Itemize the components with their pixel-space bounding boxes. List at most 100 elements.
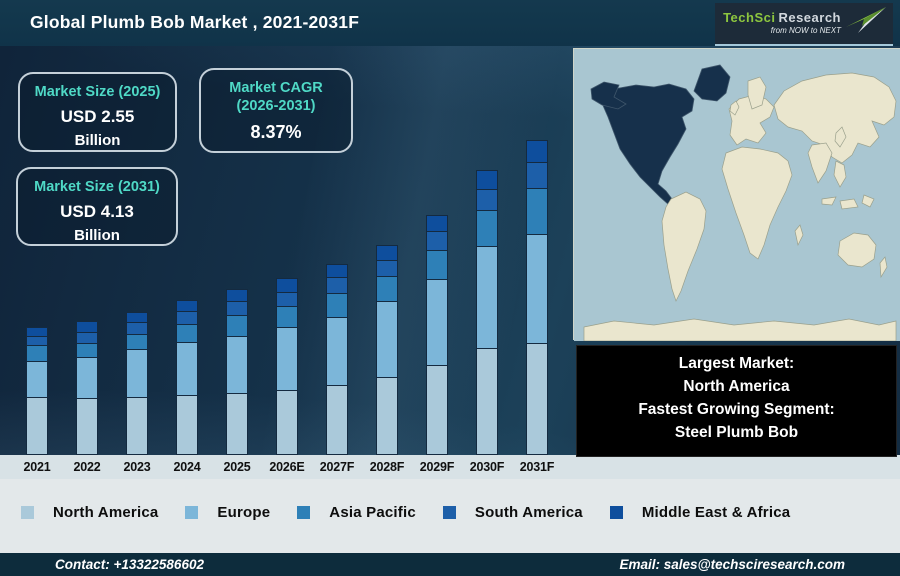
bar-2030F xyxy=(476,170,498,455)
bar-segment xyxy=(76,357,98,399)
bar-segment xyxy=(226,336,248,394)
legend-label: South America xyxy=(474,503,583,521)
logo-text: TechSci Research from NOW to NEXT xyxy=(723,10,841,35)
world-map-panel xyxy=(573,48,900,341)
legend-label: Middle East & Africa xyxy=(641,503,791,521)
x-axis-label: 2021 xyxy=(23,460,51,474)
legend-item: Asia Pacific xyxy=(297,504,416,521)
bar-segment xyxy=(376,301,398,378)
legend-swatch xyxy=(185,505,199,519)
legend-swatch xyxy=(442,505,456,519)
x-axis-label: 2031F xyxy=(519,460,555,474)
market-size-2031-unit: Billion xyxy=(74,227,120,244)
bar-segment xyxy=(376,276,398,302)
market-cagr-value: 8.37% xyxy=(250,122,302,142)
bar-segment xyxy=(426,231,448,251)
bar-2028F xyxy=(376,245,398,455)
region-alaska xyxy=(590,81,627,110)
bar-2021 xyxy=(26,327,48,455)
bar-2023 xyxy=(126,312,148,455)
x-axis-strip xyxy=(0,455,900,479)
region-japan xyxy=(834,126,847,148)
bar-segment xyxy=(176,342,198,396)
bar-segment xyxy=(226,315,248,337)
bar-segment xyxy=(476,348,498,455)
logo-tagline: from NOW to NEXT xyxy=(770,26,841,35)
bar-2027F xyxy=(326,264,348,455)
region-africa xyxy=(721,146,793,260)
market-size-2025-value: USD 2.55 xyxy=(60,107,135,126)
contact-email: Email: sales@techsciresearch.com xyxy=(619,557,845,572)
market-callout-box: Largest Market: North America Fastest Gr… xyxy=(576,345,897,457)
bar-2024 xyxy=(176,300,198,455)
bar-segment xyxy=(276,278,298,293)
bar-segment xyxy=(26,397,48,455)
bar-2022 xyxy=(76,321,98,455)
legend-label: Europe xyxy=(217,503,271,521)
bar-segment xyxy=(126,397,148,455)
techsci-research-logo: TechSci Research from NOW to NEXT xyxy=(715,3,893,46)
region-asia xyxy=(773,72,897,164)
legend-swatch xyxy=(21,505,34,519)
region-new-guinea xyxy=(861,194,875,208)
market-size-2031-value: USD 4.13 xyxy=(60,202,134,221)
bar-segment xyxy=(276,292,298,307)
x-axis-label: 2027F xyxy=(319,460,355,474)
bar-segment xyxy=(126,334,148,350)
legend-swatch xyxy=(297,505,311,519)
market-size-2031-box: Market Size (2031) USD 4.13 Billion xyxy=(16,167,178,246)
world-map xyxy=(574,49,900,341)
logo-brand-secondary: Research xyxy=(778,10,841,25)
bar-segment xyxy=(326,293,348,318)
legend-item: Middle East & Africa xyxy=(609,503,791,521)
region-uk xyxy=(729,100,740,116)
region-madagascar xyxy=(794,224,804,247)
legend-item: North America xyxy=(21,504,158,521)
bar-segment xyxy=(476,189,498,211)
bar-2025 xyxy=(226,289,248,455)
bar-segment xyxy=(476,210,498,247)
bar-2029F xyxy=(426,215,448,455)
bar-segment xyxy=(526,188,548,235)
bar-segment xyxy=(176,324,198,343)
bar-segment xyxy=(276,327,298,391)
logo-brand-primary: TechSci xyxy=(723,10,776,25)
region-new-zealand xyxy=(879,256,888,279)
legend-item: South America xyxy=(442,503,583,521)
region-indonesia-1 xyxy=(821,196,837,206)
x-axis-label: 2022 xyxy=(73,460,101,474)
bar-segment xyxy=(376,260,398,277)
bar-segment xyxy=(176,395,198,455)
market-size-2031-title: Market Size (2031) xyxy=(34,179,160,195)
x-axis-label: 2030F xyxy=(469,460,505,474)
bar-segment xyxy=(426,250,448,280)
legend-item: Europe xyxy=(185,504,270,521)
region-greenland xyxy=(693,64,731,102)
bar-segment xyxy=(476,170,498,190)
x-axis-label: 2025 xyxy=(223,460,251,474)
callout-largest-market-value: North America xyxy=(683,378,790,395)
bar-segment xyxy=(376,245,398,261)
bar-segment xyxy=(26,361,48,398)
x-axis-label: 2028F xyxy=(369,460,405,474)
bar-segment xyxy=(326,264,348,278)
region-indonesia-2 xyxy=(839,198,859,210)
region-antarctica xyxy=(583,318,897,341)
legend-swatch xyxy=(609,505,623,519)
footer-bar: Contact: +13322586602 Email: sales@techs… xyxy=(0,553,900,576)
bar-segment xyxy=(426,215,448,232)
contact-phone: Contact: +13322586602 xyxy=(55,557,204,572)
bar-segment xyxy=(226,301,248,316)
bar-segment xyxy=(276,390,298,455)
bar-segment xyxy=(326,277,348,294)
bar-segment xyxy=(376,377,398,455)
bars-layer xyxy=(0,46,570,455)
x-axis-labels: 2021 2022 2023 2024 2025 2026E 2027F 2028F 2029F… xyxy=(12,455,562,479)
bar-segment xyxy=(426,279,448,366)
market-size-2025-title: Market Size (2025) xyxy=(34,84,161,100)
region-southeast-asia xyxy=(833,160,847,188)
region-scandinavia xyxy=(747,76,767,110)
bar-segment xyxy=(226,393,248,455)
callout-largest-market-label: Largest Market: xyxy=(678,355,795,372)
